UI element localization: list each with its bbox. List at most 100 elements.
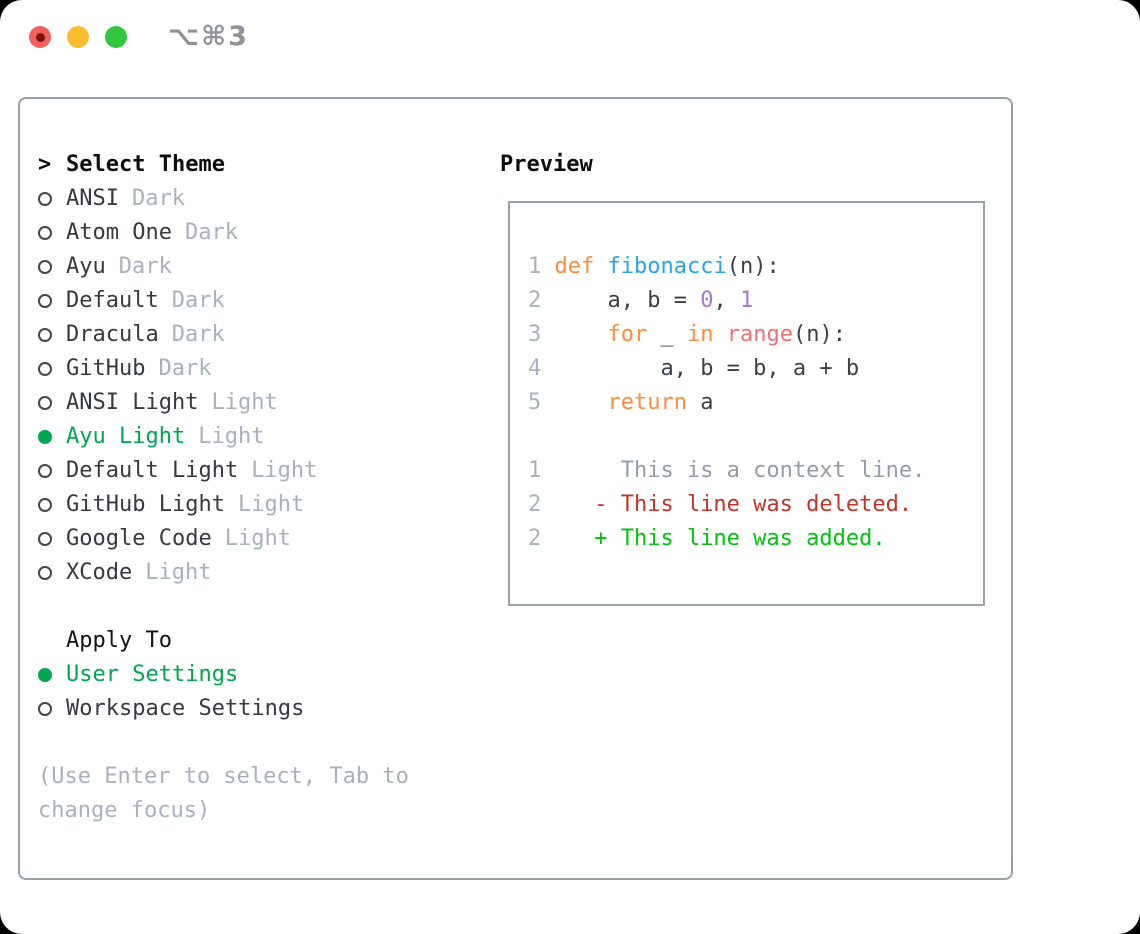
theme-variant: Light bbox=[251, 458, 318, 483]
theme-option[interactable]: XCode Light bbox=[38, 556, 482, 590]
apply-to-label: Apply To bbox=[66, 628, 172, 653]
radio-unselected-icon bbox=[38, 362, 52, 376]
theme-name: Dracula bbox=[66, 322, 159, 347]
radio-cell bbox=[38, 430, 66, 444]
radio-unselected-icon bbox=[38, 532, 52, 546]
radio-unselected-icon bbox=[38, 294, 52, 308]
blank-line bbox=[528, 420, 977, 454]
theme-option[interactable]: ANSI Dark bbox=[38, 182, 482, 216]
code-token bbox=[555, 322, 608, 347]
code-token: 2 bbox=[528, 526, 542, 551]
code-token: (n): bbox=[726, 254, 780, 279]
theme-option[interactable]: GitHub Dark bbox=[38, 352, 482, 386]
code-line: 1 def fibonacci(n): bbox=[528, 250, 977, 284]
code-token: a, b = b, a + b bbox=[554, 356, 860, 381]
theme-variant: Light bbox=[198, 424, 265, 449]
radio-unselected-icon bbox=[38, 192, 52, 206]
code-token: (n): bbox=[792, 322, 846, 347]
preview-header: Preview bbox=[500, 152, 593, 177]
window-title: ⌥⌘3 bbox=[168, 21, 249, 52]
apply-option[interactable]: Workspace Settings bbox=[38, 692, 482, 726]
zoom-button[interactable] bbox=[105, 26, 127, 48]
diff-deleted-line: 2 - This line was deleted. bbox=[528, 488, 977, 522]
radio-unselected-icon bbox=[38, 464, 52, 478]
theme-name: ANSI bbox=[66, 186, 119, 211]
theme-option[interactable]: Dracula Dark bbox=[38, 318, 482, 352]
theme-option[interactable]: Default Dark bbox=[38, 284, 482, 318]
code-line: 4 a, b = b, a + b bbox=[528, 352, 977, 386]
theme-list: ANSI Dark Atom One Dark Ayu Dark Default Dark Dr… bbox=[38, 182, 482, 590]
radio-cell bbox=[38, 396, 66, 410]
radio-cell bbox=[38, 192, 66, 206]
code-token: 1 bbox=[528, 458, 542, 483]
code-token: range bbox=[726, 322, 793, 347]
code-token: 3 bbox=[528, 322, 555, 347]
radio-cell bbox=[38, 294, 66, 308]
code-token: 2 bbox=[528, 288, 555, 313]
theme-variant: Light bbox=[211, 390, 278, 415]
theme-name: XCode bbox=[66, 560, 133, 585]
code-token bbox=[713, 322, 726, 347]
theme-name: Default bbox=[66, 288, 159, 313]
radio-cell bbox=[38, 260, 66, 274]
theme-name: GitHub Light bbox=[66, 492, 225, 517]
theme-name: Google Code bbox=[66, 526, 212, 551]
minimize-button[interactable] bbox=[67, 26, 89, 48]
theme-name: Ayu bbox=[66, 254, 106, 279]
radio-unselected-icon bbox=[38, 702, 52, 716]
theme-option[interactable]: Google Code Light bbox=[38, 522, 482, 556]
code-token: 5 bbox=[528, 390, 555, 415]
select-theme-label: Select Theme bbox=[66, 152, 225, 177]
theme-variant: Dark bbox=[158, 356, 212, 381]
theme-variant: Dark bbox=[171, 288, 225, 313]
theme-name: GitHub bbox=[66, 356, 146, 381]
radio-cell bbox=[38, 328, 66, 342]
code-token: _ bbox=[647, 322, 687, 347]
radio-unselected-icon bbox=[38, 566, 52, 580]
code-token: in bbox=[686, 322, 714, 347]
theme-name: Atom One bbox=[66, 220, 172, 245]
theme-selector-panel: > Select Theme ANSI Dark Atom One Dark Ayu Da… bbox=[18, 97, 1013, 880]
code-token: def bbox=[554, 254, 595, 279]
theme-name: Default Light bbox=[66, 458, 239, 483]
theme-variant: Dark bbox=[131, 186, 185, 211]
radio-unselected-icon bbox=[38, 226, 52, 240]
code-token: 2 bbox=[528, 492, 542, 517]
radio-unselected-icon bbox=[38, 328, 52, 342]
theme-variant: Dark bbox=[184, 220, 238, 245]
radio-cell bbox=[38, 668, 66, 682]
radio-selected-icon bbox=[38, 430, 52, 444]
theme-name: Ayu Light bbox=[66, 424, 186, 449]
theme-option[interactable]: Ayu Light Light bbox=[38, 420, 482, 454]
keyboard-hint: (Use Enter to select, Tab to change focu… bbox=[38, 764, 409, 823]
code-token: 0 bbox=[700, 288, 714, 313]
spacer bbox=[38, 590, 482, 624]
diff-context-line: 1 This is a context line. bbox=[528, 454, 977, 488]
radio-cell bbox=[38, 226, 66, 240]
theme-option[interactable]: ANSI Light Light bbox=[38, 386, 482, 420]
apply-option[interactable]: User Settings bbox=[38, 658, 482, 692]
theme-variant: Light bbox=[224, 526, 291, 551]
radio-unselected-icon bbox=[38, 498, 52, 512]
radio-unselected-icon bbox=[38, 396, 52, 410]
code-token: , bbox=[713, 288, 740, 313]
code-token: This is a context line. bbox=[541, 458, 926, 483]
close-button[interactable] bbox=[29, 26, 51, 48]
theme-variant: Light bbox=[237, 492, 305, 517]
code-token: 1 bbox=[739, 288, 754, 313]
close-dot-icon bbox=[35, 32, 45, 42]
theme-option[interactable]: Ayu Dark bbox=[38, 250, 482, 284]
code-token: - This line was deleted. bbox=[541, 492, 913, 517]
radio-cell bbox=[38, 566, 66, 580]
theme-column: > Select Theme ANSI Dark Atom One Dark Ayu Da… bbox=[38, 148, 482, 828]
code-token: for bbox=[607, 322, 648, 347]
theme-option[interactable]: Default Light Light bbox=[38, 454, 482, 488]
theme-option[interactable]: GitHub Light Light bbox=[38, 488, 482, 522]
theme-option[interactable]: Atom One Dark bbox=[38, 216, 482, 250]
apply-to-header: Apply To bbox=[38, 624, 482, 658]
code-line: 5 return a bbox=[528, 386, 977, 420]
radio-cell bbox=[38, 702, 66, 716]
theme-variant: Dark bbox=[171, 322, 225, 347]
